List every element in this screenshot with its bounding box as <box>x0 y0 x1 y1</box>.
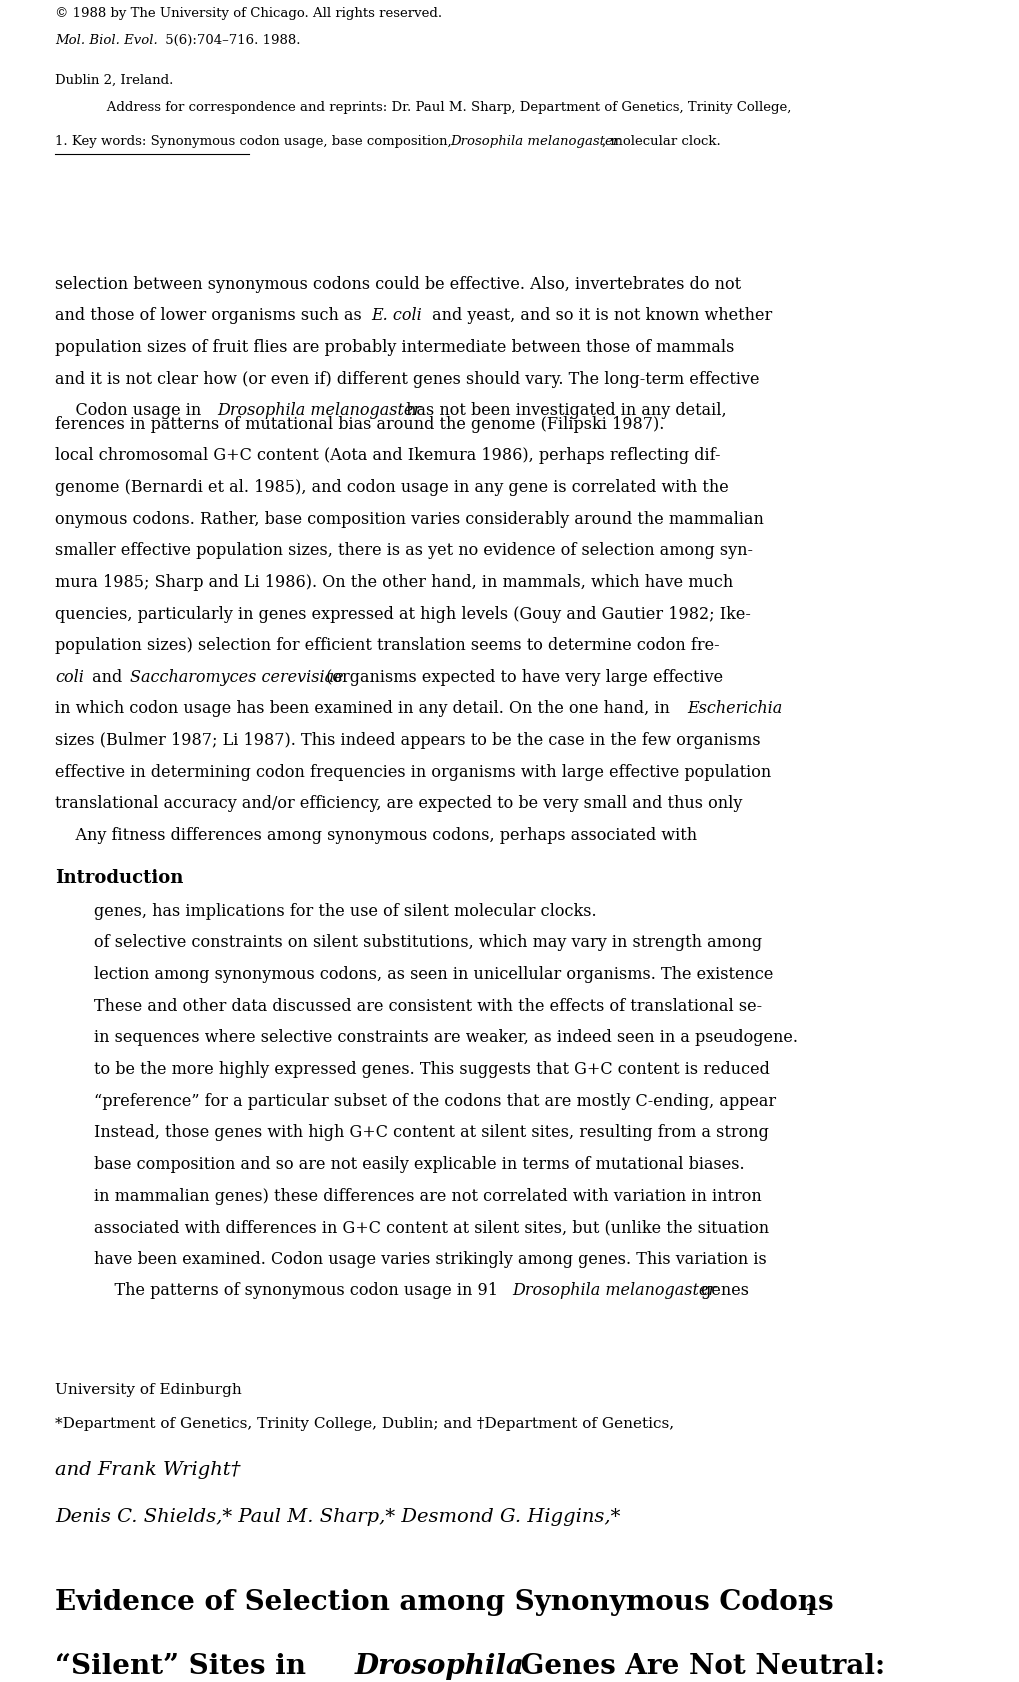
Text: Dublin 2, Ireland.: Dublin 2, Ireland. <box>55 74 173 87</box>
Text: 1: 1 <box>804 1601 816 1618</box>
Text: selection between synonymous codons could be effective. Also, invertebrates do n: selection between synonymous codons coul… <box>55 276 741 293</box>
Text: have been examined. Codon usage varies strikingly among genes. This variation is: have been examined. Codon usage varies s… <box>94 1250 766 1267</box>
Text: in mammalian genes) these differences are not correlated with variation in intro: in mammalian genes) these differences ar… <box>94 1187 761 1204</box>
Text: in sequences where selective constraints are weaker, as indeed seen in a pseudog: in sequences where selective constraints… <box>94 1029 797 1046</box>
Text: has not been investigated in any detail,: has not been investigated in any detail, <box>400 402 726 419</box>
Text: local chromosomal G+C content (Aota and Ikemura 1986), perhaps reflecting dif-: local chromosomal G+C content (Aota and … <box>55 447 719 464</box>
Text: effective in determining codon frequencies in organisms with large effective pop: effective in determining codon frequenci… <box>55 764 770 780</box>
Text: and it is not clear how (or even if) different genes should vary. The long-term : and it is not clear how (or even if) dif… <box>55 370 759 387</box>
Text: 5(6):704–716. 1988.: 5(6):704–716. 1988. <box>160 34 300 47</box>
Text: “preference” for a particular subset of the codons that are mostly C-ending, app: “preference” for a particular subset of … <box>94 1092 775 1108</box>
Text: Drosophila melanogaster: Drosophila melanogaster <box>217 402 421 419</box>
Text: E. coli: E. coli <box>371 308 422 325</box>
Text: quencies, particularly in genes expressed at high levels (Gouy and Gautier 1982;: quencies, particularly in genes expresse… <box>55 606 750 622</box>
Text: Denis C. Shields,* Paul M. Sharp,* Desmond G. Higgins,*: Denis C. Shields,* Paul M. Sharp,* Desmo… <box>55 1507 620 1526</box>
Text: University of Edinburgh: University of Edinburgh <box>55 1383 242 1396</box>
Text: ferences in patterns of mutational bias around the genome (Filipski 1987).: ferences in patterns of mutational bias … <box>55 415 663 432</box>
Text: Introduction: Introduction <box>55 868 183 886</box>
Text: base composition and so are not easily explicable in terms of mutational biases.: base composition and so are not easily e… <box>94 1156 744 1172</box>
Text: population sizes) selection for efficient translation seems to determine codon f: population sizes) selection for efficien… <box>55 637 719 654</box>
Text: Instead, those genes with high G+C content at silent sites, resulting from a str: Instead, those genes with high G+C conte… <box>94 1124 768 1140</box>
Text: associated with differences in G+C content at silent sites, but (unlike the situ: associated with differences in G+C conte… <box>94 1218 768 1236</box>
Text: smaller effective population sizes, there is as yet no evidence of selection amo: smaller effective population sizes, ther… <box>55 542 752 558</box>
Text: Mol. Biol. Evol.: Mol. Biol. Evol. <box>55 34 158 47</box>
Text: Address for correspondence and reprints: Dr. Paul M. Sharp, Department of Geneti: Address for correspondence and reprints:… <box>94 101 791 114</box>
Text: 1. Key words: Synonymous codon usage, base composition,: 1. Key words: Synonymous codon usage, ba… <box>55 135 455 148</box>
Text: mura 1985; Sharp and Li 1986). On the other hand, in mammals, which have much: mura 1985; Sharp and Li 1986). On the ot… <box>55 574 733 590</box>
Text: Genes Are Not Neutral:: Genes Are Not Neutral: <box>511 1652 883 1679</box>
Text: The patterns of synonymous codon usage in 91: The patterns of synonymous codon usage i… <box>94 1282 502 1299</box>
Text: population sizes of fruit flies are probably intermediate between those of mamma: population sizes of fruit flies are prob… <box>55 338 734 357</box>
Text: genes: genes <box>696 1282 749 1299</box>
Text: and Frank Wright†: and Frank Wright† <box>55 1460 240 1478</box>
Text: Codon usage in: Codon usage in <box>55 402 206 419</box>
Text: Escherichia: Escherichia <box>687 700 782 717</box>
Text: and yeast, and so it is not known whether: and yeast, and so it is not known whethe… <box>427 308 771 325</box>
Text: Saccharomyces cerevisiae: Saccharomyces cerevisiae <box>129 668 343 686</box>
Text: (organisms expected to have very large effective: (organisms expected to have very large e… <box>321 668 722 686</box>
Text: © 1988 by The University of Chicago. All rights reserved.: © 1988 by The University of Chicago. All… <box>55 7 442 20</box>
Text: genes, has implications for the use of silent molecular clocks.: genes, has implications for the use of s… <box>94 902 596 920</box>
Text: in which codon usage has been examined in any detail. On the one hand, in: in which codon usage has been examined i… <box>55 700 675 717</box>
Text: coli: coli <box>55 668 84 686</box>
Text: sizes (Bulmer 1987; Li 1987). This indeed appears to be the case in the few orga: sizes (Bulmer 1987; Li 1987). This indee… <box>55 732 760 748</box>
Text: lection among synonymous codons, as seen in unicellular organisms. The existence: lection among synonymous codons, as seen… <box>94 965 772 982</box>
Text: Evidence of Selection among Synonymous Codons: Evidence of Selection among Synonymous C… <box>55 1588 833 1615</box>
Text: Any fitness differences among synonymous codons, perhaps associated with: Any fitness differences among synonymous… <box>55 826 697 844</box>
Text: genome (Bernardi et al. 1985), and codon usage in any gene is correlated with th: genome (Bernardi et al. 1985), and codon… <box>55 479 729 496</box>
Text: Drosophila melanogaster: Drosophila melanogaster <box>450 135 619 148</box>
Text: translational accuracy and/or efficiency, are expected to be very small and thus: translational accuracy and/or efficiency… <box>55 796 742 812</box>
Text: Drosophila: Drosophila <box>355 1652 525 1679</box>
Text: and those of lower organisms such as: and those of lower organisms such as <box>55 308 367 325</box>
Text: , molecular clock.: , molecular clock. <box>601 135 720 148</box>
Text: of selective constraints on silent substitutions, which may vary in strength amo: of selective constraints on silent subst… <box>94 934 761 950</box>
Text: *Department of Genetics, Trinity College, Dublin; and †Department of Genetics,: *Department of Genetics, Trinity College… <box>55 1416 674 1430</box>
Text: These and other data discussed are consistent with the effects of translational : These and other data discussed are consi… <box>94 997 761 1014</box>
Text: “Silent” Sites in: “Silent” Sites in <box>55 1652 316 1679</box>
Text: to be the more highly expressed genes. This suggests that G+C content is reduced: to be the more highly expressed genes. T… <box>94 1060 769 1078</box>
Text: and: and <box>87 668 127 686</box>
Text: onymous codons. Rather, base composition varies considerably around the mammalia: onymous codons. Rather, base composition… <box>55 510 763 528</box>
Text: Drosophila melanogaster: Drosophila melanogaster <box>513 1282 716 1299</box>
